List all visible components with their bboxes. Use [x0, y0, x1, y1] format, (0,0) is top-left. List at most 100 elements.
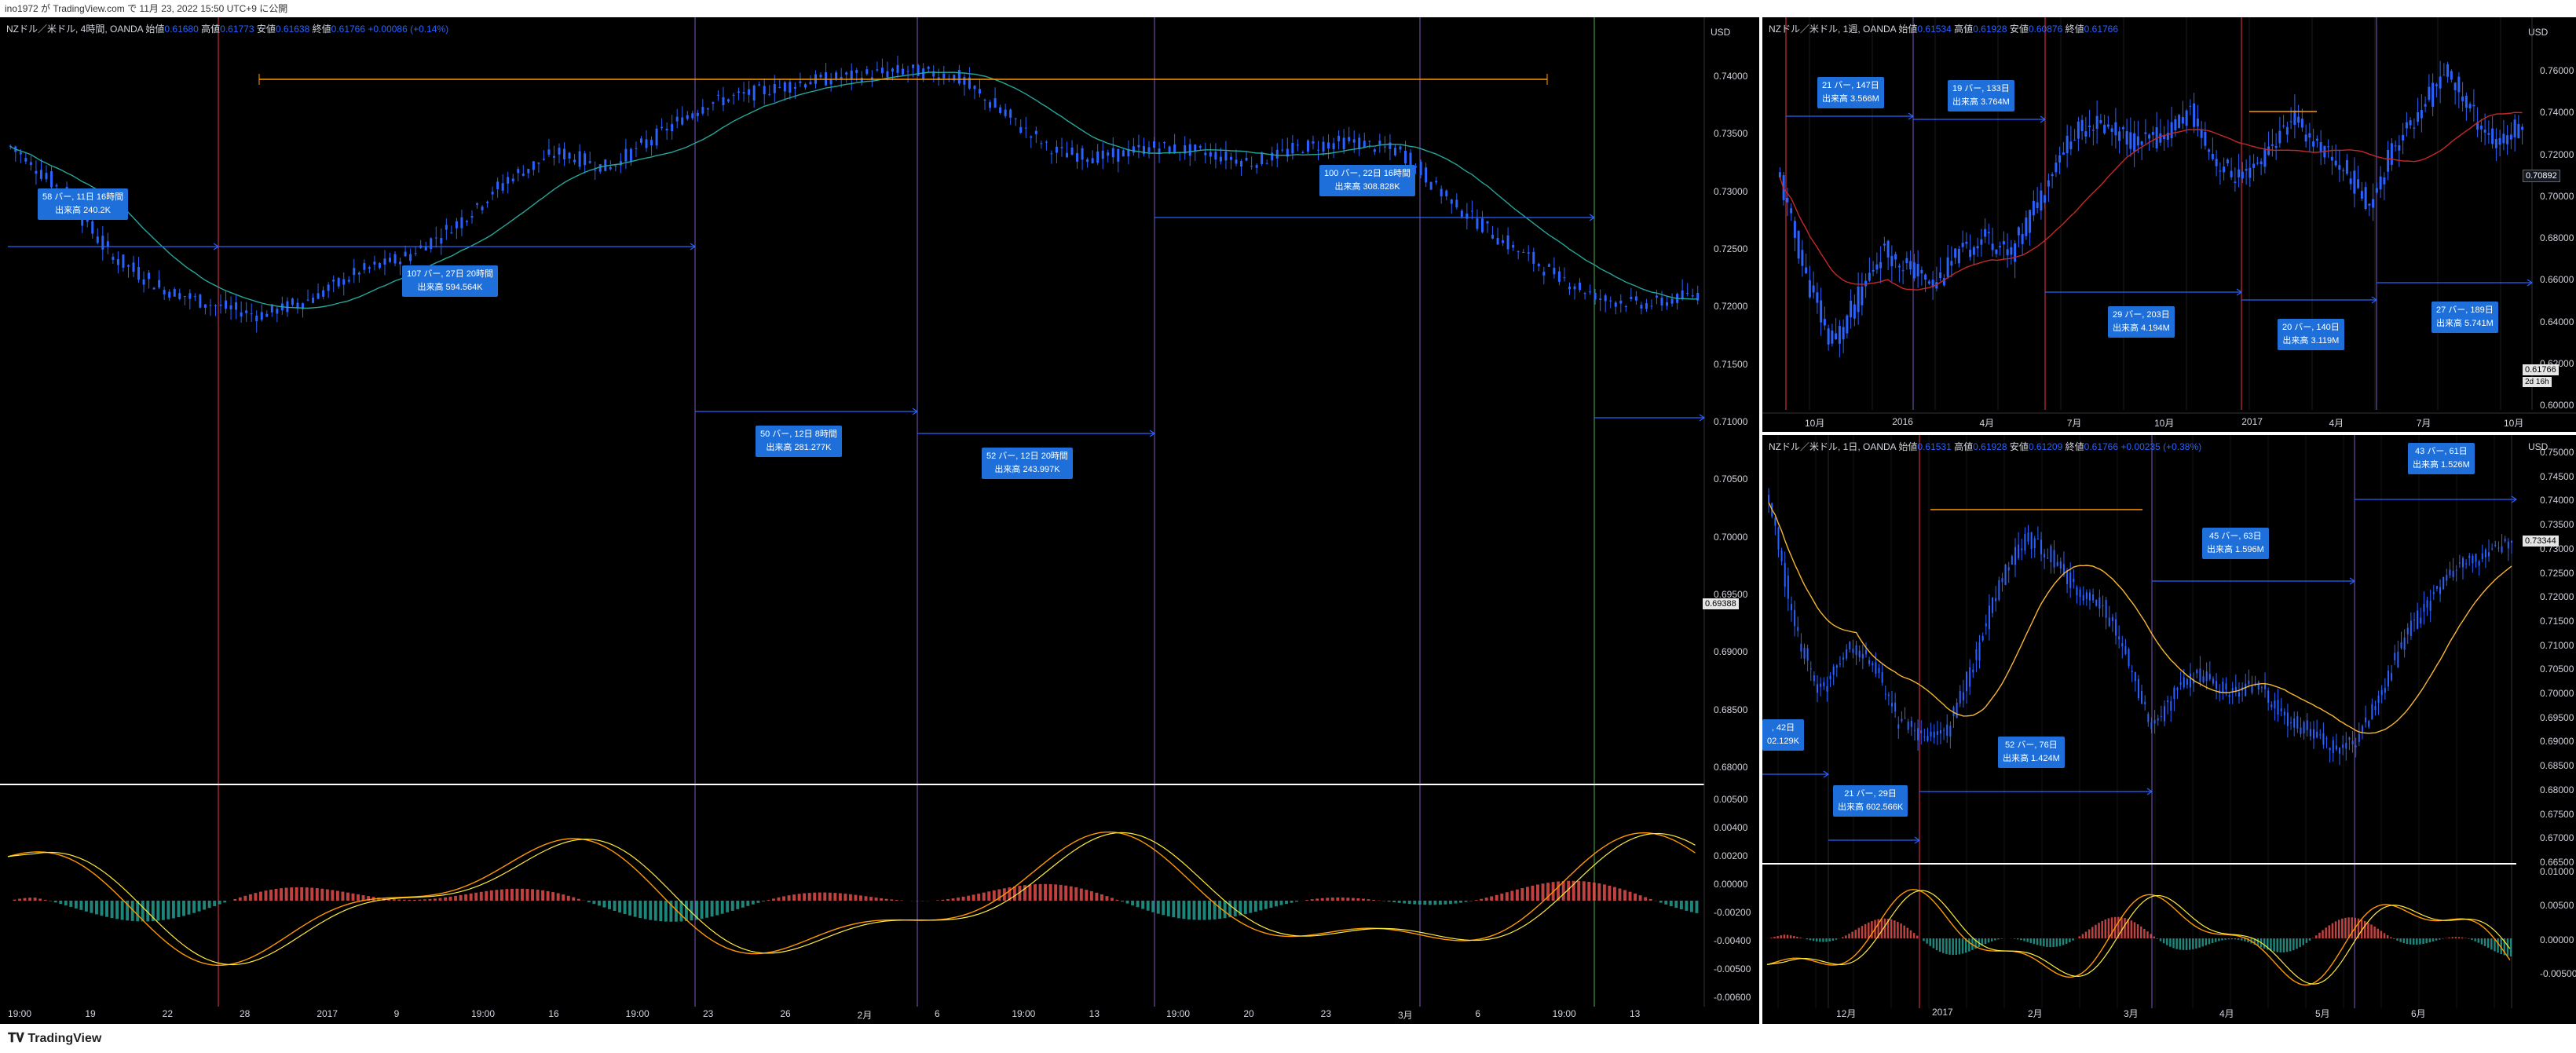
- candle-body: [1790, 604, 1792, 611]
- candle-body: [2136, 136, 2139, 146]
- macd-hist-bar: [1909, 930, 1912, 938]
- chart-canvas-4h[interactable]: [0, 17, 1759, 1024]
- candle-body: [291, 298, 294, 305]
- candle-body: [1949, 726, 1952, 737]
- chart-panel-daily[interactable]: NZドル／米ドル, 1日, OANDA 始値0.61531 高値0.61928 …: [1762, 435, 2576, 1024]
- candle-body: [2405, 122, 2408, 129]
- candle-body: [624, 148, 628, 162]
- candle-body: [363, 263, 366, 270]
- candle-body: [214, 305, 217, 307]
- macd-hist-bar: [254, 893, 258, 901]
- candle-body: [112, 257, 115, 260]
- measure-box[interactable]: 45 バー, 63日 出来高 1.596M: [2202, 528, 2269, 559]
- bar-countdown-tag: 2d 16h: [2523, 377, 2552, 387]
- measure-box[interactable]: 19 バー, 133日 出来高 3.764M: [1948, 80, 2014, 112]
- macd-hist-bar: [479, 891, 483, 901]
- chart-canvas-weekly[interactable]: [1762, 17, 2576, 432]
- macd-hist-bar: [2396, 938, 2399, 941]
- candle-body: [2309, 729, 2311, 737]
- candle-body: [2040, 190, 2043, 211]
- chart-panel-weekly[interactable]: NZドル／米ドル, 1週, OANDA 始値0.61534 高値0.61928 …: [1762, 17, 2576, 432]
- candle-body: [2170, 700, 2172, 711]
- candle-body: [1846, 649, 1848, 659]
- macd-hist-bar: [782, 896, 785, 901]
- measure-box[interactable]: , 42日 02.129K: [1762, 719, 1804, 751]
- measure-box[interactable]: 21 バー, 29日 出来高 602.566K: [1833, 785, 1908, 817]
- time-axis-label: 19:00: [1552, 1008, 1576, 1019]
- candle-body: [2461, 96, 2464, 101]
- measure-box[interactable]: 27 バー, 189日 出来高 5.741M: [2431, 302, 2498, 333]
- macd-hist-bar: [2117, 916, 2120, 938]
- candle-body: [404, 251, 407, 257]
- candle-body: [2226, 159, 2229, 164]
- chart-panel-4h[interactable]: NZドル／米ドル, 4時間, OANDA 始値0.61680 高値0.61773…: [0, 17, 1759, 1024]
- measure-box[interactable]: 21 バー, 147日 出来高 3.566M: [1817, 77, 1884, 108]
- macd-hist-bar: [1557, 881, 1561, 901]
- macd-hist-bar: [736, 901, 740, 909]
- measure-box[interactable]: 20 バー, 140日 出来高 3.119M: [2278, 319, 2344, 350]
- candle-body: [2361, 726, 2363, 733]
- macd-hist-bar: [679, 901, 683, 922]
- candle-body: [1988, 605, 1990, 630]
- measure-box[interactable]: 29 バー, 203日 出来高 4.194M: [2108, 306, 2175, 338]
- candle-body: [106, 241, 109, 247]
- price-axis-label: 0.71000: [1714, 416, 1748, 427]
- macd-hist-bar: [2451, 937, 2453, 938]
- candle-body: [2238, 169, 2241, 177]
- candle-body: [2085, 592, 2088, 599]
- candle-body: [2300, 727, 2302, 734]
- macd-hist-bar: [1877, 919, 1879, 938]
- chart-legend-4h: NZドル／米ドル, 4時間, OANDA 始値0.61680 高値0.61773…: [6, 24, 449, 35]
- chart-canvas-daily[interactable]: [1762, 435, 2576, 1024]
- macd-hist-bar: [1597, 883, 1601, 901]
- candle-body: [1849, 642, 1851, 649]
- measure-box[interactable]: 43 バー, 61日 出来高 1.526M: [2408, 443, 2475, 474]
- candle-body: [1961, 243, 1964, 247]
- macd-hist-bar: [884, 898, 888, 901]
- measure-box[interactable]: 50 バー, 12日 8時間 出来高 281.277K: [756, 426, 842, 457]
- candle-body: [2315, 138, 2318, 141]
- candle-body: [845, 72, 848, 75]
- macd-hist-bar: [2419, 938, 2421, 945]
- time-axis-label: 10月: [2154, 418, 2175, 429]
- candle-body: [2167, 700, 2169, 703]
- candle-body: [101, 236, 104, 250]
- candle-body: [598, 164, 602, 172]
- macd-hist-bar: [1776, 936, 1779, 938]
- time-axis-label: 4月: [2219, 1008, 2234, 1019]
- candle-body: [1383, 146, 1386, 148]
- measure-box[interactable]: 100 バー, 22日 16時間 出来高 308.828K: [1319, 165, 1416, 196]
- candle-body: [1399, 146, 1402, 150]
- candle-body: [2426, 600, 2428, 608]
- candle-body: [389, 258, 392, 262]
- price-axis-label: 0.70000: [2540, 688, 2574, 700]
- candle-body: [1881, 672, 1883, 683]
- measure-box[interactable]: 52 バー, 12日 20時間 出来高 243.997K: [982, 448, 1073, 479]
- candle-body: [2219, 170, 2222, 172]
- macd-hist-bar: [767, 900, 770, 901]
- candle-body: [2133, 133, 2136, 152]
- macd-hist-bar: [874, 898, 878, 901]
- candle-body: [1872, 269, 1875, 272]
- candle-body: [2455, 569, 2457, 571]
- candle-body: [2033, 538, 2036, 548]
- candle-body: [1640, 305, 1643, 309]
- price-axis-label: 0.75000: [2540, 447, 2574, 458]
- measure-box[interactable]: 58 バー, 11日 16時間 出来高 240.2K: [38, 188, 129, 220]
- measure-box[interactable]: 107 バー, 27日 20時間 出来高 594.564K: [402, 265, 499, 297]
- macd-hist-bar: [2386, 935, 2389, 938]
- candle-body: [2487, 133, 2490, 135]
- candle-body: [773, 84, 776, 93]
- candle-body: [645, 139, 648, 148]
- candle-body: [2472, 104, 2475, 107]
- candle-body: [399, 261, 402, 265]
- macd-hist-bar: [1330, 898, 1334, 901]
- candle-body: [2004, 565, 2007, 585]
- measure-box[interactable]: 52 バー, 76日 出来高 1.424M: [1998, 737, 2065, 768]
- macd-hist-bar: [59, 901, 63, 905]
- candle-body: [2212, 678, 2214, 684]
- macd-hist-bar: [346, 892, 349, 901]
- macd-hist-bar: [1809, 938, 1812, 941]
- macd-hist-bar: [1695, 901, 1699, 913]
- candle-body: [35, 170, 38, 174]
